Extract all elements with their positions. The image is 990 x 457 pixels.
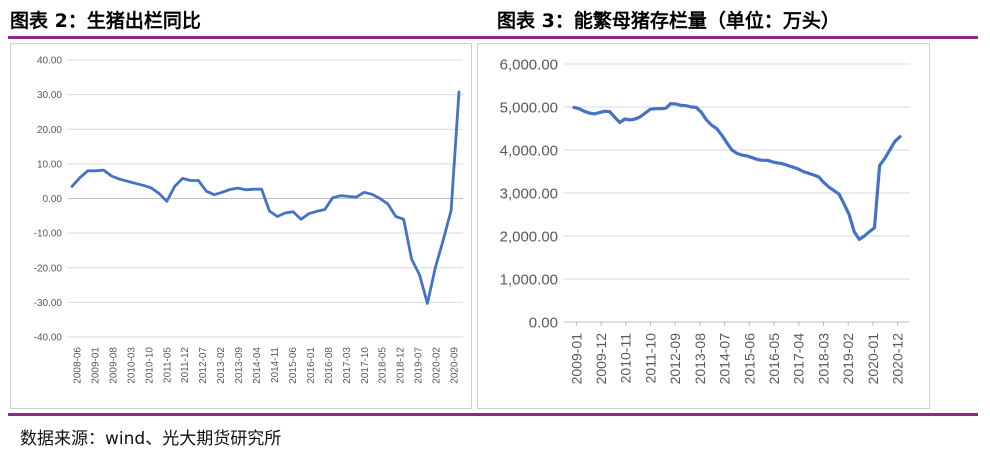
x-tick-label: 2008-06 [72,347,83,384]
x-tick-label: 2014-04 [252,347,263,384]
y-tick-label: 30.00 [37,90,62,101]
chart-title-right: 图表 3：能繁母猪存栏量（单位：万头） [497,10,840,32]
x-tick-label: 2011-12 [180,347,191,383]
x-tick-label: 2009-08 [108,347,119,384]
y-tick-label: -30.00 [34,298,63,309]
x-tick-label: 2019-07 [414,347,425,384]
y-tick-label: 10.00 [37,159,62,170]
x-tick-label: 2009-01 [90,347,101,384]
x-tick-label: 2016-08 [324,347,335,384]
pig-slaughter-yoy-chart: 40.00 30.00 20.00 10.00 0.00 -10.00 -20.00 -30.… [34,56,463,384]
y-tick-label: 6,000.00 [500,56,558,73]
x-tick-label: 2020-09 [450,347,461,384]
x-tick-label: 2020-12 [890,333,906,385]
zero-axis [564,321,910,326]
x-tick-label: 2016-05 [766,333,782,385]
x-tick-label: 2011-10 [642,333,658,384]
x-tick-label: 2017-03 [342,347,353,384]
data-source-note: 数据来源：wind、光大期货研究所 [20,429,282,449]
y-tick-label: 3,000.00 [500,185,558,202]
x-tick-label: 2015-06 [741,333,757,385]
x-tick-label: 2012-09 [667,333,683,385]
x-axis-labels: 2009-01 2009-12 2010-11 2011-10 2012-09 2013-… [568,333,905,385]
y-axis-labels: 40.00 30.00 20.00 10.00 0.00 -10.00 -20.00 -30.… [34,56,63,344]
x-tick-label: 2010-11 [618,333,634,384]
x-tick-label: 2013-09 [234,347,245,384]
x-tick-label: 2013-08 [692,333,708,385]
series-line-0 [70,90,461,305]
grid-lines [564,63,910,323]
x-tick-label: 2009-01 [568,333,584,385]
y-tick-label: 40.00 [37,56,62,67]
y-tick-label: 1,000.00 [500,271,558,288]
y-tick-label: 20.00 [37,125,62,136]
x-tick-label: 2018-03 [815,333,831,385]
x-tick-label: 2016-01 [306,347,317,384]
x-tick-label: 2012-07 [198,347,209,384]
x-tick-label: 2015-06 [288,347,299,384]
series-line [572,101,902,241]
x-tick-label: 2010-10 [144,347,155,384]
y-tick-label: 4,000.00 [500,142,558,159]
x-tick-label: 2017-10 [360,347,371,384]
y-axis-labels: 6,000.00 5,000.00 4,000.00 3,000.00 2,000.00… [500,56,558,331]
x-tick-label: 2017-04 [791,333,807,385]
x-tick-label: 2020-02 [432,347,443,384]
x-tick-label: 2010-03 [126,347,137,384]
sow-inventory-chart: 6,000.00 5,000.00 4,000.00 3,000.00 2,000.00… [500,56,910,385]
x-tick-label: 2014-07 [717,333,733,385]
x-tick-label: 2009-12 [593,333,609,385]
bottom-divider [8,413,978,416]
y-tick-label: 5,000.00 [500,99,558,116]
chart-title-left: 图表 2：生猪出栏同比 [10,10,201,32]
x-axis-labels: 2008-06 2009-01 2009-08 2010-03 2010-10 2011-… [72,347,460,384]
y-tick-label: -20.00 [34,263,63,274]
chart-panel-left: 40.00 30.00 20.00 10.00 0.00 -10.00 -20.00 -30.… [10,43,472,409]
y-tick-label: 0.00 [529,314,558,331]
y-tick-label: 0.00 [43,194,63,205]
x-tick-label: 2020-01 [865,333,881,385]
x-tick-label: 2019-02 [840,333,856,385]
top-divider [8,36,978,39]
x-tick-label: 2013-02 [216,347,227,384]
x-tick-label: 2018-12 [396,347,407,384]
series-line [70,90,461,305]
x-tick-label: 2011-05 [162,347,173,383]
chart-panel-right: 6,000.00 5,000.00 4,000.00 3,000.00 2,000.00… [477,43,930,409]
y-tick-label: -10.00 [34,229,63,240]
y-tick-label: 2,000.00 [500,228,558,245]
x-tick-label: 2014-11 [270,347,281,383]
series-line-0 [572,101,902,241]
y-tick-label: -40.00 [34,333,63,344]
x-tick-label: 2018-05 [378,347,389,384]
